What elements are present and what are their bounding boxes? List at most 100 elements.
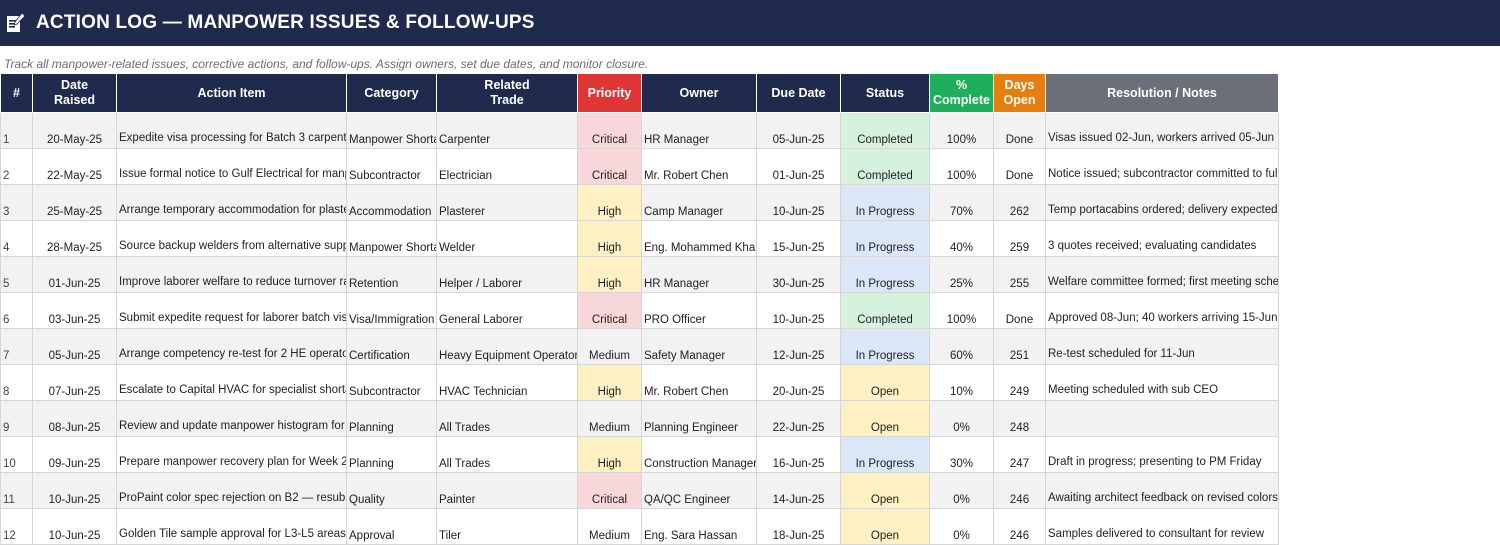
priority-cell[interactable]: Medium xyxy=(577,508,642,545)
due-date-cell[interactable]: 30-Jun-25 xyxy=(756,256,841,293)
priority-cell[interactable]: Critical xyxy=(577,148,642,185)
date-raised-cell[interactable]: 01-Jun-25 xyxy=(32,256,117,293)
priority-cell[interactable]: High xyxy=(577,436,642,473)
action-item-cell[interactable]: Escalate to Capital HVAC for specialist … xyxy=(116,364,347,401)
date-raised-cell[interactable]: 03-Jun-25 xyxy=(32,292,117,329)
date-raised-cell[interactable]: 22-May-25 xyxy=(32,148,117,185)
days-open-cell[interactable]: 255 xyxy=(993,256,1046,293)
category-cell[interactable]: Visa/Immigration xyxy=(346,292,437,329)
row-number[interactable]: 7 xyxy=(0,328,33,365)
percent-complete-cell[interactable]: 10% xyxy=(929,364,994,401)
owner-cell[interactable]: HR Manager xyxy=(641,112,757,149)
status-cell[interactable]: Open xyxy=(840,400,930,437)
category-cell[interactable]: Accommodation xyxy=(346,184,437,221)
due-date-cell[interactable]: 10-Jun-25 xyxy=(756,184,841,221)
row-number[interactable]: 2 xyxy=(0,148,33,185)
row-number[interactable]: 9 xyxy=(0,400,33,437)
owner-cell[interactable]: Safety Manager xyxy=(641,328,757,365)
priority-cell[interactable]: Critical xyxy=(577,112,642,149)
due-date-cell[interactable]: 18-Jun-25 xyxy=(756,508,841,545)
row-number[interactable]: 5 xyxy=(0,256,33,293)
related-trade-cell[interactable]: All Trades xyxy=(436,436,578,473)
resolution-notes-cell[interactable]: Approved 08-Jun; 40 workers arriving 15-… xyxy=(1045,292,1279,329)
priority-cell[interactable]: High xyxy=(577,256,642,293)
due-date-cell[interactable]: 15-Jun-25 xyxy=(756,220,841,257)
percent-complete-cell[interactable]: 60% xyxy=(929,328,994,365)
action-item-cell[interactable]: Arrange competency re-test for 2 HE oper… xyxy=(116,328,347,365)
col-header-days-open[interactable]: Days Open xyxy=(993,73,1046,113)
owner-cell[interactable]: QA/QC Engineer xyxy=(641,472,757,509)
row-number[interactable]: 8 xyxy=(0,364,33,401)
related-trade-cell[interactable]: Painter xyxy=(436,472,578,509)
date-raised-cell[interactable]: 20-May-25 xyxy=(32,112,117,149)
status-cell[interactable]: Completed xyxy=(840,148,930,185)
status-cell[interactable]: Open xyxy=(840,364,930,401)
days-open-cell[interactable]: Done xyxy=(993,292,1046,329)
status-cell[interactable]: Open xyxy=(840,472,930,509)
days-open-cell[interactable]: 248 xyxy=(993,400,1046,437)
table-row[interactable]: 3 25-May-25 Arrange temporary accommodatio… xyxy=(0,184,1279,221)
table-row[interactable]: 11 10-Jun-25 ProPaint color spec rejection… xyxy=(0,472,1279,509)
owner-cell[interactable]: Eng. Mohammed Khalid xyxy=(641,220,757,257)
days-open-cell[interactable]: 262 xyxy=(993,184,1046,221)
status-cell[interactable]: In Progress xyxy=(840,256,930,293)
row-number[interactable]: 4 xyxy=(0,220,33,257)
percent-complete-cell[interactable]: 100% xyxy=(929,148,994,185)
related-trade-cell[interactable]: HVAC Technician xyxy=(436,364,578,401)
date-raised-cell[interactable]: 07-Jun-25 xyxy=(32,364,117,401)
related-trade-cell[interactable]: Carpenter xyxy=(436,112,578,149)
status-cell[interactable]: Completed xyxy=(840,112,930,149)
days-open-cell[interactable]: 259 xyxy=(993,220,1046,257)
table-row[interactable]: 12 10-Jun-25 Golden Tile sample approval f… xyxy=(0,508,1279,545)
priority-cell[interactable]: Medium xyxy=(577,328,642,365)
table-row[interactable]: 9 08-Jun-25 Review and update manpower his… xyxy=(0,400,1279,437)
col-header-related-trade[interactable]: Related Trade xyxy=(436,73,578,113)
percent-complete-cell[interactable]: 0% xyxy=(929,400,994,437)
days-open-cell[interactable]: 247 xyxy=(993,436,1046,473)
action-item-cell[interactable]: Source backup welders from alternative s… xyxy=(116,220,347,257)
days-open-cell[interactable]: Done xyxy=(993,112,1046,149)
percent-complete-cell[interactable]: 70% xyxy=(929,184,994,221)
due-date-cell[interactable]: 01-Jun-25 xyxy=(756,148,841,185)
resolution-notes-cell[interactable]: Samples delivered to consultant for revi… xyxy=(1045,508,1279,545)
row-number[interactable]: 10 xyxy=(0,436,33,473)
resolution-notes-cell[interactable]: 3 quotes received; evaluating candidates xyxy=(1045,220,1279,257)
action-item-cell[interactable]: Review and update manpower histogram for… xyxy=(116,400,347,437)
related-trade-cell[interactable]: General Laborer xyxy=(436,292,578,329)
category-cell[interactable]: Planning xyxy=(346,400,437,437)
table-row[interactable]: 8 07-Jun-25 Escalate to Capital HVAC for s… xyxy=(0,364,1279,401)
action-item-cell[interactable]: Arrange temporary accommodation for plas… xyxy=(116,184,347,221)
status-cell[interactable]: Open xyxy=(840,508,930,545)
resolution-notes-cell[interactable]: Visas issued 02-Jun, workers arrived 05-… xyxy=(1045,112,1279,149)
due-date-cell[interactable]: 10-Jun-25 xyxy=(756,292,841,329)
owner-cell[interactable]: Construction Manager xyxy=(641,436,757,473)
days-open-cell[interactable]: 246 xyxy=(993,472,1046,509)
row-number[interactable]: 1 xyxy=(0,112,33,149)
category-cell[interactable]: Quality xyxy=(346,472,437,509)
action-item-cell[interactable]: ProPaint color spec rejection on B2 — re… xyxy=(116,472,347,509)
related-trade-cell[interactable]: Welder xyxy=(436,220,578,257)
action-item-cell[interactable]: Expedite visa processing for Batch 3 car… xyxy=(116,112,347,149)
due-date-cell[interactable]: 22-Jun-25 xyxy=(756,400,841,437)
category-cell[interactable]: Subcontractor xyxy=(346,148,437,185)
days-open-cell[interactable]: 251 xyxy=(993,328,1046,365)
col-header-percent-complete[interactable]: % Complete xyxy=(929,73,994,113)
category-cell[interactable]: Subcontractor xyxy=(346,364,437,401)
related-trade-cell[interactable]: Plasterer xyxy=(436,184,578,221)
related-trade-cell[interactable]: All Trades xyxy=(436,400,578,437)
resolution-notes-cell[interactable]: Awaiting architect feedback on revised c… xyxy=(1045,472,1279,509)
date-raised-cell[interactable]: 09-Jun-25 xyxy=(32,436,117,473)
category-cell[interactable]: Retention xyxy=(346,256,437,293)
col-header-due-date[interactable]: Due Date xyxy=(756,73,841,113)
owner-cell[interactable]: Mr. Robert Chen xyxy=(641,148,757,185)
status-cell[interactable]: Completed xyxy=(840,292,930,329)
priority-cell[interactable]: Critical xyxy=(577,292,642,329)
priority-cell[interactable]: High xyxy=(577,364,642,401)
action-item-cell[interactable]: Improve laborer welfare to reduce turnov… xyxy=(116,256,347,293)
due-date-cell[interactable]: 12-Jun-25 xyxy=(756,328,841,365)
status-cell[interactable]: In Progress xyxy=(840,328,930,365)
percent-complete-cell[interactable]: 100% xyxy=(929,112,994,149)
status-cell[interactable]: In Progress xyxy=(840,220,930,257)
date-raised-cell[interactable]: 25-May-25 xyxy=(32,184,117,221)
col-header-priority[interactable]: Priority xyxy=(577,73,642,113)
